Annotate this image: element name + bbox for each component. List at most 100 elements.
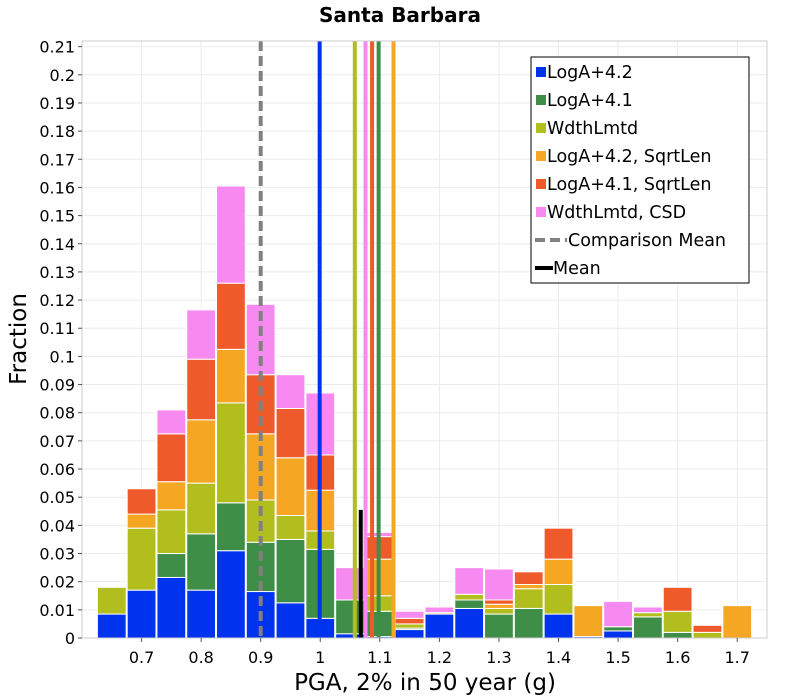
bar-segment-series-5 bbox=[216, 185, 246, 284]
legend-label: WdthLmtd bbox=[547, 119, 638, 139]
bar-segment-series-4 bbox=[126, 488, 157, 515]
bar-segment-series-5 bbox=[275, 374, 306, 409]
bar-segment-series-4 bbox=[543, 527, 574, 560]
x-tick-label: 0.9 bbox=[248, 648, 273, 667]
bar-segment-series-4 bbox=[216, 282, 246, 350]
bar-segment-series-5 bbox=[603, 600, 633, 628]
bar-segment-series-1 bbox=[186, 533, 217, 591]
bar-segment-series-3 bbox=[186, 419, 217, 484]
y-tick-label: 0.12 bbox=[39, 291, 75, 310]
bar-segment-series-2 bbox=[275, 515, 306, 540]
bar-segment-series-4 bbox=[484, 599, 514, 605]
x-tick-label: 1.3 bbox=[486, 648, 511, 667]
bar-segment-series-3 bbox=[156, 481, 187, 511]
y-tick-label: 0.21 bbox=[39, 38, 75, 57]
x-tick-label: 1.4 bbox=[546, 648, 571, 667]
bar-segment-series-3 bbox=[126, 513, 157, 529]
bar-segment-series-0 bbox=[156, 576, 187, 639]
legend: LogA+4.2 LogA+4.1 WdthLmtd LogA+4.2, SqrtLe… bbox=[530, 56, 750, 284]
bar-segment-series-4 bbox=[394, 617, 425, 625]
y-tick-label: 0.08 bbox=[39, 404, 75, 423]
bar-segment-series-0 bbox=[543, 613, 574, 639]
x-tick-label: 1.2 bbox=[427, 648, 452, 667]
y-tick-label: 0.04 bbox=[39, 516, 75, 535]
legend-label: Comparison Mean bbox=[568, 231, 726, 251]
bar-segment-series-5 bbox=[632, 606, 663, 614]
legend-swatch bbox=[536, 67, 546, 77]
y-tick-label: 0.13 bbox=[39, 263, 75, 282]
y-tick-label: 0.02 bbox=[39, 573, 75, 592]
bar-segment-series-5 bbox=[186, 309, 217, 360]
y-tick-label: 0.2 bbox=[50, 66, 75, 85]
bar-segment-series-0 bbox=[126, 589, 157, 639]
bar-segment-series-5 bbox=[424, 606, 455, 614]
bar-segment-series-4 bbox=[692, 624, 723, 633]
bar-segment-series-4 bbox=[513, 571, 544, 585]
y-tick-label: 0.07 bbox=[39, 432, 75, 451]
y-tick-label: 0.14 bbox=[39, 235, 75, 254]
bar-segment-series-3 bbox=[216, 348, 246, 404]
bar-segment-series-3 bbox=[722, 605, 753, 639]
bar-segment-series-0 bbox=[96, 613, 127, 639]
x-tick-label: 1.1 bbox=[367, 648, 392, 667]
plot-frame bbox=[81, 40, 768, 639]
x-tick-label: 0.7 bbox=[129, 648, 154, 667]
bar-segment-series-2 bbox=[394, 623, 425, 629]
bar-segment-series-4 bbox=[156, 433, 187, 483]
legend-swatch bbox=[536, 151, 546, 161]
y-tick-label: 0.09 bbox=[39, 376, 75, 395]
bar-segment-series-2 bbox=[513, 588, 544, 609]
bar-segment-series-2 bbox=[662, 610, 693, 633]
bar-segment-series-3 bbox=[573, 605, 604, 638]
legend-label: Mean bbox=[553, 259, 601, 279]
bar-segment-series-2 bbox=[156, 509, 187, 555]
y-axis: 0 0.01 0.02 0.03 0.04 0.05 0.06 0.07 0.08 0.09 0.1… bbox=[39, 38, 82, 648]
bar-segment-series-5 bbox=[394, 610, 425, 619]
y-tick-label: 0.06 bbox=[39, 460, 75, 479]
y-tick-label: 0.19 bbox=[39, 94, 75, 113]
bar-segment-series-2 bbox=[454, 593, 485, 601]
bar-segment-series-0 bbox=[603, 630, 633, 639]
legend-label: LogA+4.1 bbox=[547, 91, 633, 111]
bar-segment-series-0 bbox=[454, 607, 485, 639]
bar-segment-series-2 bbox=[96, 586, 127, 615]
x-tick-label: 1.7 bbox=[724, 648, 749, 667]
bar-segment-series-5 bbox=[454, 567, 485, 595]
x-tick-label: 1.6 bbox=[665, 648, 690, 667]
bar-segment-series-3 bbox=[543, 558, 574, 585]
legend-label: LogA+4.2, SqrtLen bbox=[547, 147, 711, 167]
y-tick-label: 0 bbox=[65, 629, 75, 648]
legend-swatch bbox=[536, 179, 546, 189]
x-tick-label: 1 bbox=[315, 648, 325, 667]
y-tick-label: 0.01 bbox=[39, 601, 75, 620]
bar-segment-series-1 bbox=[632, 616, 663, 639]
bar-segment-series-5 bbox=[156, 409, 187, 435]
legend-label: WdthLmtd, CSD bbox=[547, 203, 686, 223]
bar-segment-series-1 bbox=[484, 613, 514, 639]
y-tick-label: 0.03 bbox=[39, 545, 75, 564]
bar-segment-series-2 bbox=[484, 607, 514, 615]
y-tick-label: 0.18 bbox=[39, 122, 75, 141]
bar-segment-series-2 bbox=[126, 527, 157, 591]
bar-segment-series-4 bbox=[275, 407, 306, 459]
bar-segment-series-2 bbox=[543, 583, 574, 615]
bar-segment-series-0 bbox=[394, 629, 425, 639]
y-tick-label: 0.17 bbox=[39, 150, 75, 169]
bar-segment-series-3 bbox=[513, 583, 544, 590]
bar-segment-series-2 bbox=[216, 402, 246, 504]
x-axis-label: PGA, 2% in 50 year (g) bbox=[294, 670, 556, 696]
bar-segment-series-1 bbox=[275, 538, 306, 604]
y-tick-label: 0.05 bbox=[39, 488, 75, 507]
bar-segment-series-1 bbox=[156, 553, 187, 578]
bar-segment-series-1 bbox=[662, 631, 693, 639]
legend-box bbox=[530, 56, 750, 284]
bar-segment-series-2 bbox=[692, 631, 723, 639]
legend-label: LogA+4.2 bbox=[547, 63, 633, 83]
chart-title: Santa Barbara bbox=[319, 3, 481, 27]
x-tick-label: 0.8 bbox=[188, 648, 213, 667]
bar-segment-series-1 bbox=[603, 626, 633, 632]
legend-swatch bbox=[536, 123, 546, 133]
y-tick-label: 0.16 bbox=[39, 178, 75, 197]
bar-segment-series-0 bbox=[186, 589, 217, 639]
